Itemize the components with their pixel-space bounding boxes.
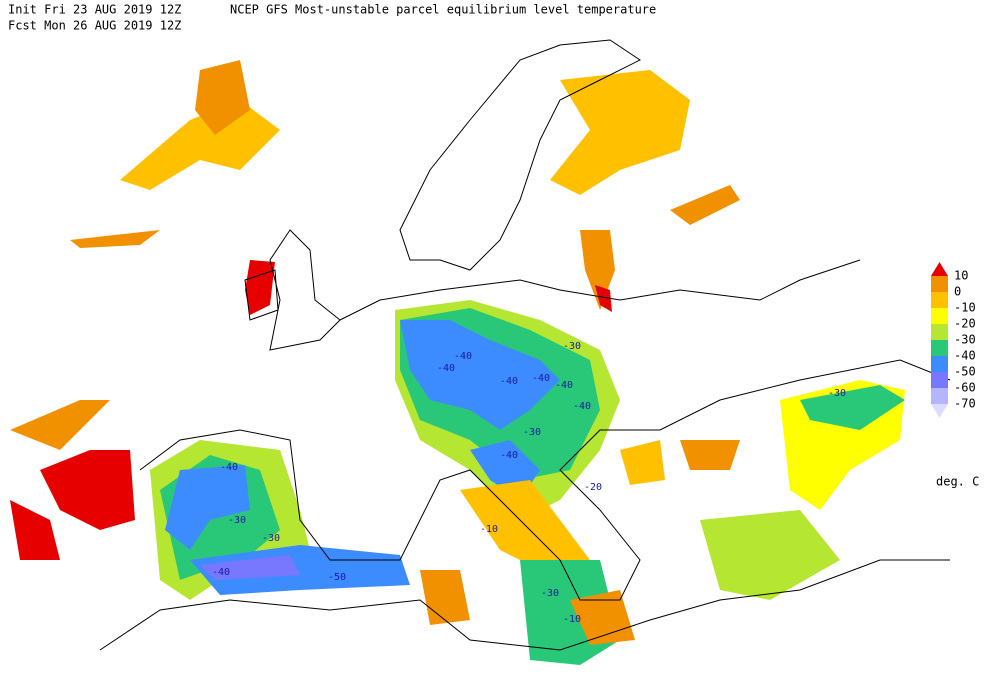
field-area — [120, 100, 280, 190]
coastline — [339, 259, 861, 321]
title: NCEP GFS Most-unstable parcel equilibriu… — [230, 3, 656, 17]
field-area — [190, 545, 410, 595]
contour-label: -20 — [584, 482, 602, 493]
colorbar-swatch — [931, 388, 948, 404]
contour-label: -50 — [328, 572, 346, 583]
coastline — [99, 559, 950, 651]
field-area — [670, 185, 740, 225]
colorbar-triangle — [931, 404, 948, 418]
coastline — [139, 359, 951, 601]
field-area — [400, 320, 560, 430]
colorbar-label: -10 — [954, 301, 976, 315]
field-area — [70, 230, 160, 248]
contour-label: -30 — [563, 341, 581, 352]
colorbar: 10 0 -10 -20 -30 -40 -50 -60 -70 — [931, 262, 976, 418]
field-area — [10, 500, 60, 560]
field-area — [800, 385, 905, 430]
colorbar-label: -70 — [954, 397, 976, 411]
field-area — [620, 440, 665, 485]
contour-label: -40 — [220, 462, 238, 473]
contour-label: -30 — [228, 515, 246, 526]
field-area — [700, 510, 840, 600]
colorbar-swatch — [931, 276, 948, 292]
coastlines — [99, 39, 951, 651]
colorbar-swatch — [931, 324, 948, 340]
field-area — [245, 260, 275, 315]
contour-label: -40 — [573, 401, 591, 412]
colorbar-swatch — [931, 292, 948, 308]
contour-label: -40 — [500, 450, 518, 461]
contour-label: -30 — [262, 533, 280, 544]
contour-label: -40 — [532, 373, 550, 384]
contour-label: -40 — [500, 376, 518, 387]
colorbar-swatch — [931, 308, 948, 324]
colorbar-label: -60 — [954, 381, 976, 395]
contour-label: -30 — [541, 588, 559, 599]
colorbar-swatch — [931, 340, 948, 356]
contour-labels: -40 -40 -30 -40 -40 -40 -40 -30 -40 -20 … — [212, 341, 846, 625]
colorbar-label: 10 — [954, 269, 968, 283]
field-area — [165, 465, 250, 550]
init-time: Init Fri 23 AUG 2019 12Z — [8, 3, 181, 17]
contour-label: -40 — [212, 567, 230, 578]
contour-label: -10 — [480, 524, 498, 535]
coastline — [399, 39, 641, 271]
field-area — [550, 70, 690, 195]
field-area — [595, 285, 612, 312]
field-area — [420, 570, 470, 625]
contour-label: -40 — [454, 351, 472, 362]
contour-label: -30 — [523, 427, 541, 438]
coastline — [244, 269, 279, 321]
colorbar-triangle — [931, 262, 948, 276]
colorbar-swatch — [931, 356, 948, 372]
field-area — [200, 555, 300, 580]
contour-label: -40 — [555, 380, 573, 391]
colorbar-label: -30 — [954, 333, 976, 347]
coastline — [269, 229, 341, 351]
field-area — [40, 450, 135, 530]
colorbar-label: -50 — [954, 365, 976, 379]
field-area — [195, 60, 250, 135]
contour-label: -40 — [437, 363, 455, 374]
colorbar-label: 0 — [954, 285, 961, 299]
colorbar-label: -40 — [954, 349, 976, 363]
field-area — [10, 400, 110, 450]
unit-label: deg. C — [936, 475, 979, 489]
field-area — [680, 440, 740, 470]
contour-label: -10 — [563, 614, 581, 625]
field-areas — [10, 60, 905, 665]
contour-label: -30 — [828, 388, 846, 399]
colorbar-label: -20 — [954, 317, 976, 331]
field-area — [570, 590, 635, 645]
colorbar-swatch — [931, 372, 948, 388]
forecast-time: Fcst Mon 26 AUG 2019 12Z — [8, 19, 181, 33]
